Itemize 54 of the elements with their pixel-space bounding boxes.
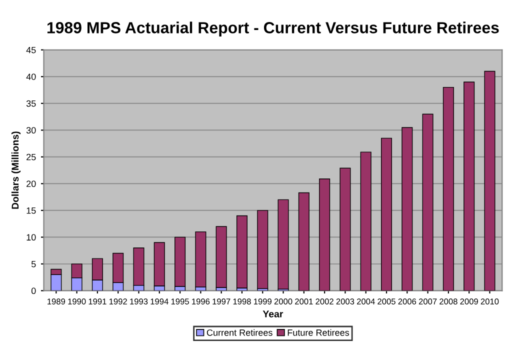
chart-title: 1989 MPS Actuarial Report - Current Versus Future Retirees bbox=[47, 22, 499, 37]
bar bbox=[195, 231, 206, 288]
x-tick-label: 1993 bbox=[130, 298, 148, 304]
x-tick-label: 1989 bbox=[48, 298, 66, 304]
bar bbox=[442, 86, 454, 291]
x-tick-label: 1990 bbox=[68, 298, 86, 304]
bar bbox=[216, 226, 227, 288]
x-tick-label: 2007 bbox=[418, 298, 437, 304]
bar bbox=[236, 215, 248, 288]
bar bbox=[278, 199, 289, 290]
y-tick-label: 45 bbox=[26, 46, 36, 54]
x-tick-label: 2001 bbox=[295, 298, 313, 304]
y-tick-label: 40 bbox=[26, 74, 36, 80]
x-tick-label: 1998 bbox=[233, 298, 251, 304]
bar bbox=[319, 178, 330, 291]
bar bbox=[174, 236, 186, 287]
y-tick-label: 30 bbox=[26, 127, 36, 134]
y-tick-label: 5 bbox=[31, 260, 36, 268]
y-tick-label: 35 bbox=[26, 100, 36, 107]
bar bbox=[298, 192, 310, 291]
bar bbox=[422, 114, 434, 291]
bar bbox=[154, 242, 165, 286]
x-tick-label: 2010 bbox=[480, 298, 499, 304]
x-tick-label: 2002 bbox=[316, 298, 334, 304]
x-tick-label: 2003 bbox=[336, 298, 354, 304]
legend-label: Current Retirees bbox=[206, 329, 272, 336]
x-tick-label: 2000 bbox=[274, 298, 292, 304]
x-tick-label: 1994 bbox=[150, 298, 168, 304]
x-tick-label: 1995 bbox=[171, 298, 189, 304]
x-tick-label: 2009 bbox=[460, 298, 478, 304]
bar bbox=[464, 82, 475, 291]
x-axis-title: Year bbox=[262, 310, 284, 318]
x-tick-label: 2004 bbox=[357, 298, 375, 304]
x-tick-label: 1997 bbox=[212, 298, 230, 304]
bar bbox=[360, 152, 372, 291]
y-tick-label: 0 bbox=[31, 288, 36, 294]
x-tick-label: 1999 bbox=[254, 298, 272, 304]
x-tick-label: 1992 bbox=[109, 298, 127, 304]
bar bbox=[402, 127, 413, 291]
legend-label: Future Retirees bbox=[288, 329, 350, 336]
y-tick-label: 20 bbox=[26, 180, 36, 188]
x-tick-label: 1996 bbox=[192, 298, 210, 304]
bar bbox=[484, 70, 496, 291]
bar bbox=[340, 168, 351, 291]
y-tick-label: 10 bbox=[26, 234, 36, 241]
y-tick-label: 15 bbox=[26, 207, 36, 214]
bar bbox=[257, 210, 268, 289]
x-tick-label: 2008 bbox=[440, 298, 458, 304]
x-tick-label: 1991 bbox=[88, 298, 106, 304]
y-axis-title: Dollars (Millions) bbox=[11, 132, 21, 209]
bar bbox=[380, 138, 392, 291]
x-tick-label: 2005 bbox=[378, 298, 396, 304]
x-tick-label: 2006 bbox=[398, 298, 416, 304]
y-tick-label: 25 bbox=[26, 154, 36, 160]
